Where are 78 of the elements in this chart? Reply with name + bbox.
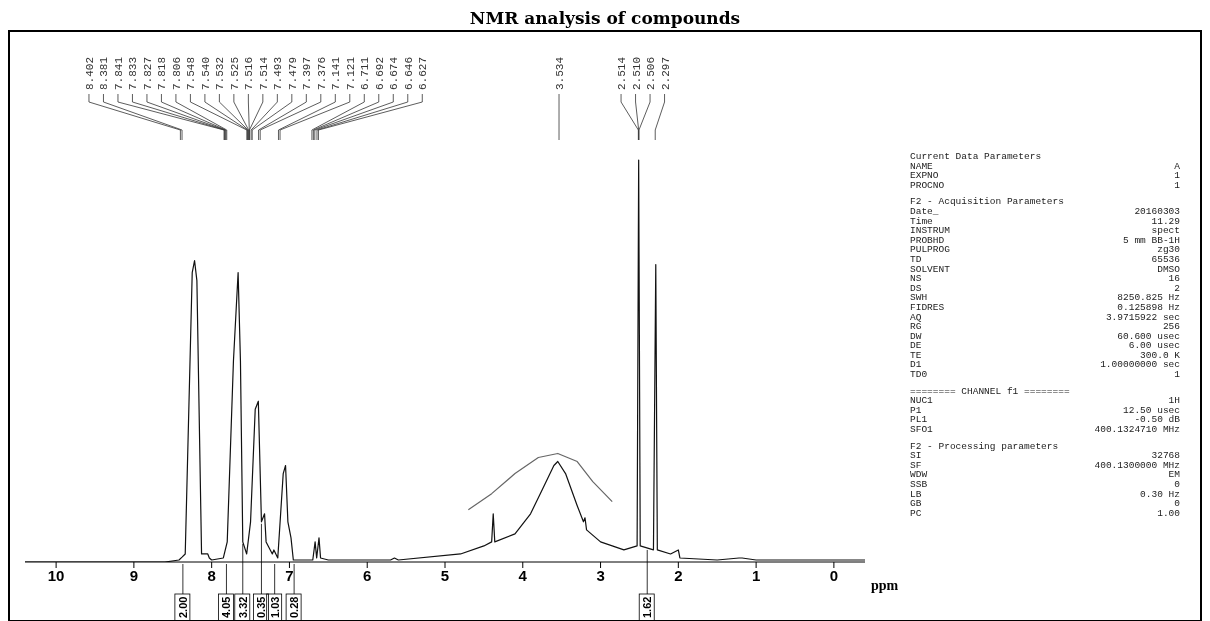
text: SFO1 400.1324710 MHz	[910, 424, 1180, 436]
text: SI 32768	[910, 450, 1180, 462]
text: LB 0.30 Hz	[910, 488, 1180, 500]
annotation: 2.506	[645, 56, 658, 90]
text: AQ 3.9715922 sec	[910, 311, 1180, 323]
text: Current Data Parameters	[910, 151, 1042, 162]
text: DW 60.600 usec	[910, 330, 1180, 342]
annotation: 7.141	[330, 56, 343, 90]
text: NAME A	[910, 160, 1180, 172]
text: SSB 0	[910, 479, 1180, 490]
text: P1 12.50 usec	[910, 404, 1180, 416]
annotation: 6.646	[402, 56, 415, 90]
x-tick-label: 7	[285, 566, 294, 584]
x-tick-label: 10	[47, 566, 65, 584]
annotation: 6.692	[373, 56, 386, 90]
annotation: 7.479	[286, 56, 299, 90]
x-tick-label: 5	[440, 566, 450, 584]
annotation: 7.841	[112, 56, 125, 90]
text: PC 1.00	[910, 507, 1180, 519]
text: TD0 1	[910, 369, 1180, 381]
annotation: 7.525	[228, 56, 241, 90]
annotation: 7.376	[315, 56, 328, 90]
annotation: 2.297	[659, 56, 672, 90]
text: WDW EM	[910, 469, 1180, 481]
annotation: 8.402	[83, 56, 96, 90]
text: PROCNO 1	[910, 179, 1180, 191]
text: D1 1.00000000 sec	[910, 359, 1180, 371]
text: FIDRES 0.125898 Hz	[910, 301, 1180, 313]
text: GB 0	[910, 498, 1180, 510]
text: DS 2	[910, 282, 1180, 294]
text: SWH 8250.825 Hz	[910, 292, 1180, 304]
text: PULPROG zg30	[910, 244, 1180, 256]
x-tick-label: 1	[751, 566, 761, 584]
x-tick-label: 3	[596, 566, 605, 584]
annotation: 7.818	[156, 56, 169, 90]
annotation: 7.827	[141, 56, 154, 90]
text: TD 65536	[910, 253, 1180, 265]
annotation: 7.532	[214, 56, 227, 90]
annotation: 2.514	[616, 56, 629, 90]
chart-title: NMR analysis of compounds	[468, 8, 742, 30]
text: PL1 -0.50 dB	[910, 414, 1180, 426]
annotation: 6.627	[417, 56, 430, 90]
annotation: 7.121	[344, 56, 357, 90]
annotation: 7.806	[170, 56, 183, 90]
text: F2 - Processing parameters	[910, 440, 1059, 452]
text: EXPNO 1	[910, 170, 1180, 182]
x-tick-label: 9	[129, 566, 139, 584]
text: ======== CHANNEL f1 ========	[910, 385, 1070, 397]
annotation: 3.534	[554, 56, 567, 90]
annotation: 6.711	[359, 56, 372, 90]
annotation: 7.397	[301, 56, 314, 90]
text: Time 11.29	[910, 215, 1180, 227]
x-axis-title: ppm	[871, 577, 899, 593]
text: SOLVENT DMSO	[910, 263, 1180, 275]
annotation: 7.493	[272, 56, 285, 90]
text: INSTRUM spect	[910, 225, 1180, 237]
x-tick-label: 2	[674, 566, 683, 584]
annotation: 7.833	[127, 56, 140, 90]
x-tick-label: 8	[207, 566, 216, 584]
x-tick-label: 0	[829, 566, 839, 584]
text: DE 6.00 usec	[910, 340, 1180, 352]
annotation: 7.516	[243, 56, 256, 90]
annotation: 6.674	[388, 56, 401, 90]
annotation: 7.548	[185, 56, 198, 90]
text: SF 400.1300000 MHz	[910, 459, 1180, 471]
text: Date_ 20160303	[910, 205, 1180, 217]
annotation: 8.381	[98, 56, 111, 90]
text: TE 300.0 K	[910, 349, 1180, 361]
text: RG 256	[910, 321, 1180, 333]
x-tick-label: 6	[363, 566, 372, 584]
text: NS 16	[910, 273, 1180, 285]
annotation: 2.510	[630, 56, 643, 90]
annotation: 7.540	[199, 56, 212, 90]
text: NUC1 1H	[910, 395, 1180, 407]
text: PROBHD 5 mm BB-1H	[910, 234, 1180, 246]
x-tick-label: 4	[518, 566, 528, 584]
text: F2 - Acquisition Parameters	[910, 196, 1064, 208]
annotation: 7.514	[257, 56, 270, 90]
